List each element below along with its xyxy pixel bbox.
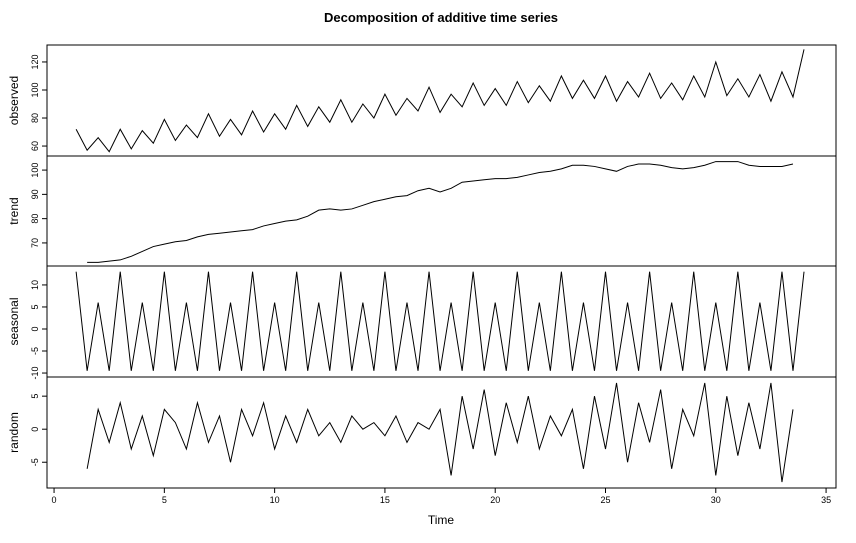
x-tick-label: 20	[490, 495, 500, 505]
series-line	[87, 161, 794, 263]
x-axis-label: Time	[428, 513, 455, 527]
y-axis-label: random	[7, 412, 21, 453]
y-tick-label: 60	[30, 141, 40, 151]
y-tick-label: 120	[30, 54, 40, 69]
series-line	[75, 271, 805, 371]
y-axis-label: seasonal	[7, 297, 21, 345]
x-tick-label: 30	[711, 495, 721, 505]
x-tick-label: 25	[600, 495, 610, 505]
y-tick-label: 10	[30, 280, 40, 290]
y-tick-label: 0	[30, 427, 40, 432]
x-tick-label: 15	[380, 495, 390, 505]
series-line	[86, 382, 794, 483]
y-tick-label: 5	[30, 394, 40, 399]
series-line	[75, 49, 805, 153]
y-tick-label: -10	[30, 367, 40, 380]
y-tick-label: 100	[30, 163, 40, 178]
y-tick-label: 80	[30, 113, 40, 123]
panel-frame	[46, 44, 837, 157]
x-tick-label: 10	[270, 495, 280, 505]
x-tick-label: 5	[162, 495, 167, 505]
panel-frame	[46, 376, 837, 489]
y-tick-label: 90	[30, 189, 40, 199]
y-tick-label: -5	[30, 458, 40, 466]
y-tick-label: 0	[30, 326, 40, 331]
y-axis-label: observed	[7, 76, 21, 125]
panel-frame	[46, 155, 837, 267]
y-axis-label: trend	[7, 197, 21, 224]
x-tick-label: 35	[821, 495, 831, 505]
y-tick-label: 5	[30, 304, 40, 309]
x-tick-label: 0	[52, 495, 57, 505]
y-tick-label: 100	[30, 82, 40, 97]
y-tick-label: -5	[30, 347, 40, 355]
y-tick-label: 70	[30, 238, 40, 248]
chart-title: Decomposition of additive time series	[324, 10, 558, 25]
y-tick-label: 80	[30, 214, 40, 224]
